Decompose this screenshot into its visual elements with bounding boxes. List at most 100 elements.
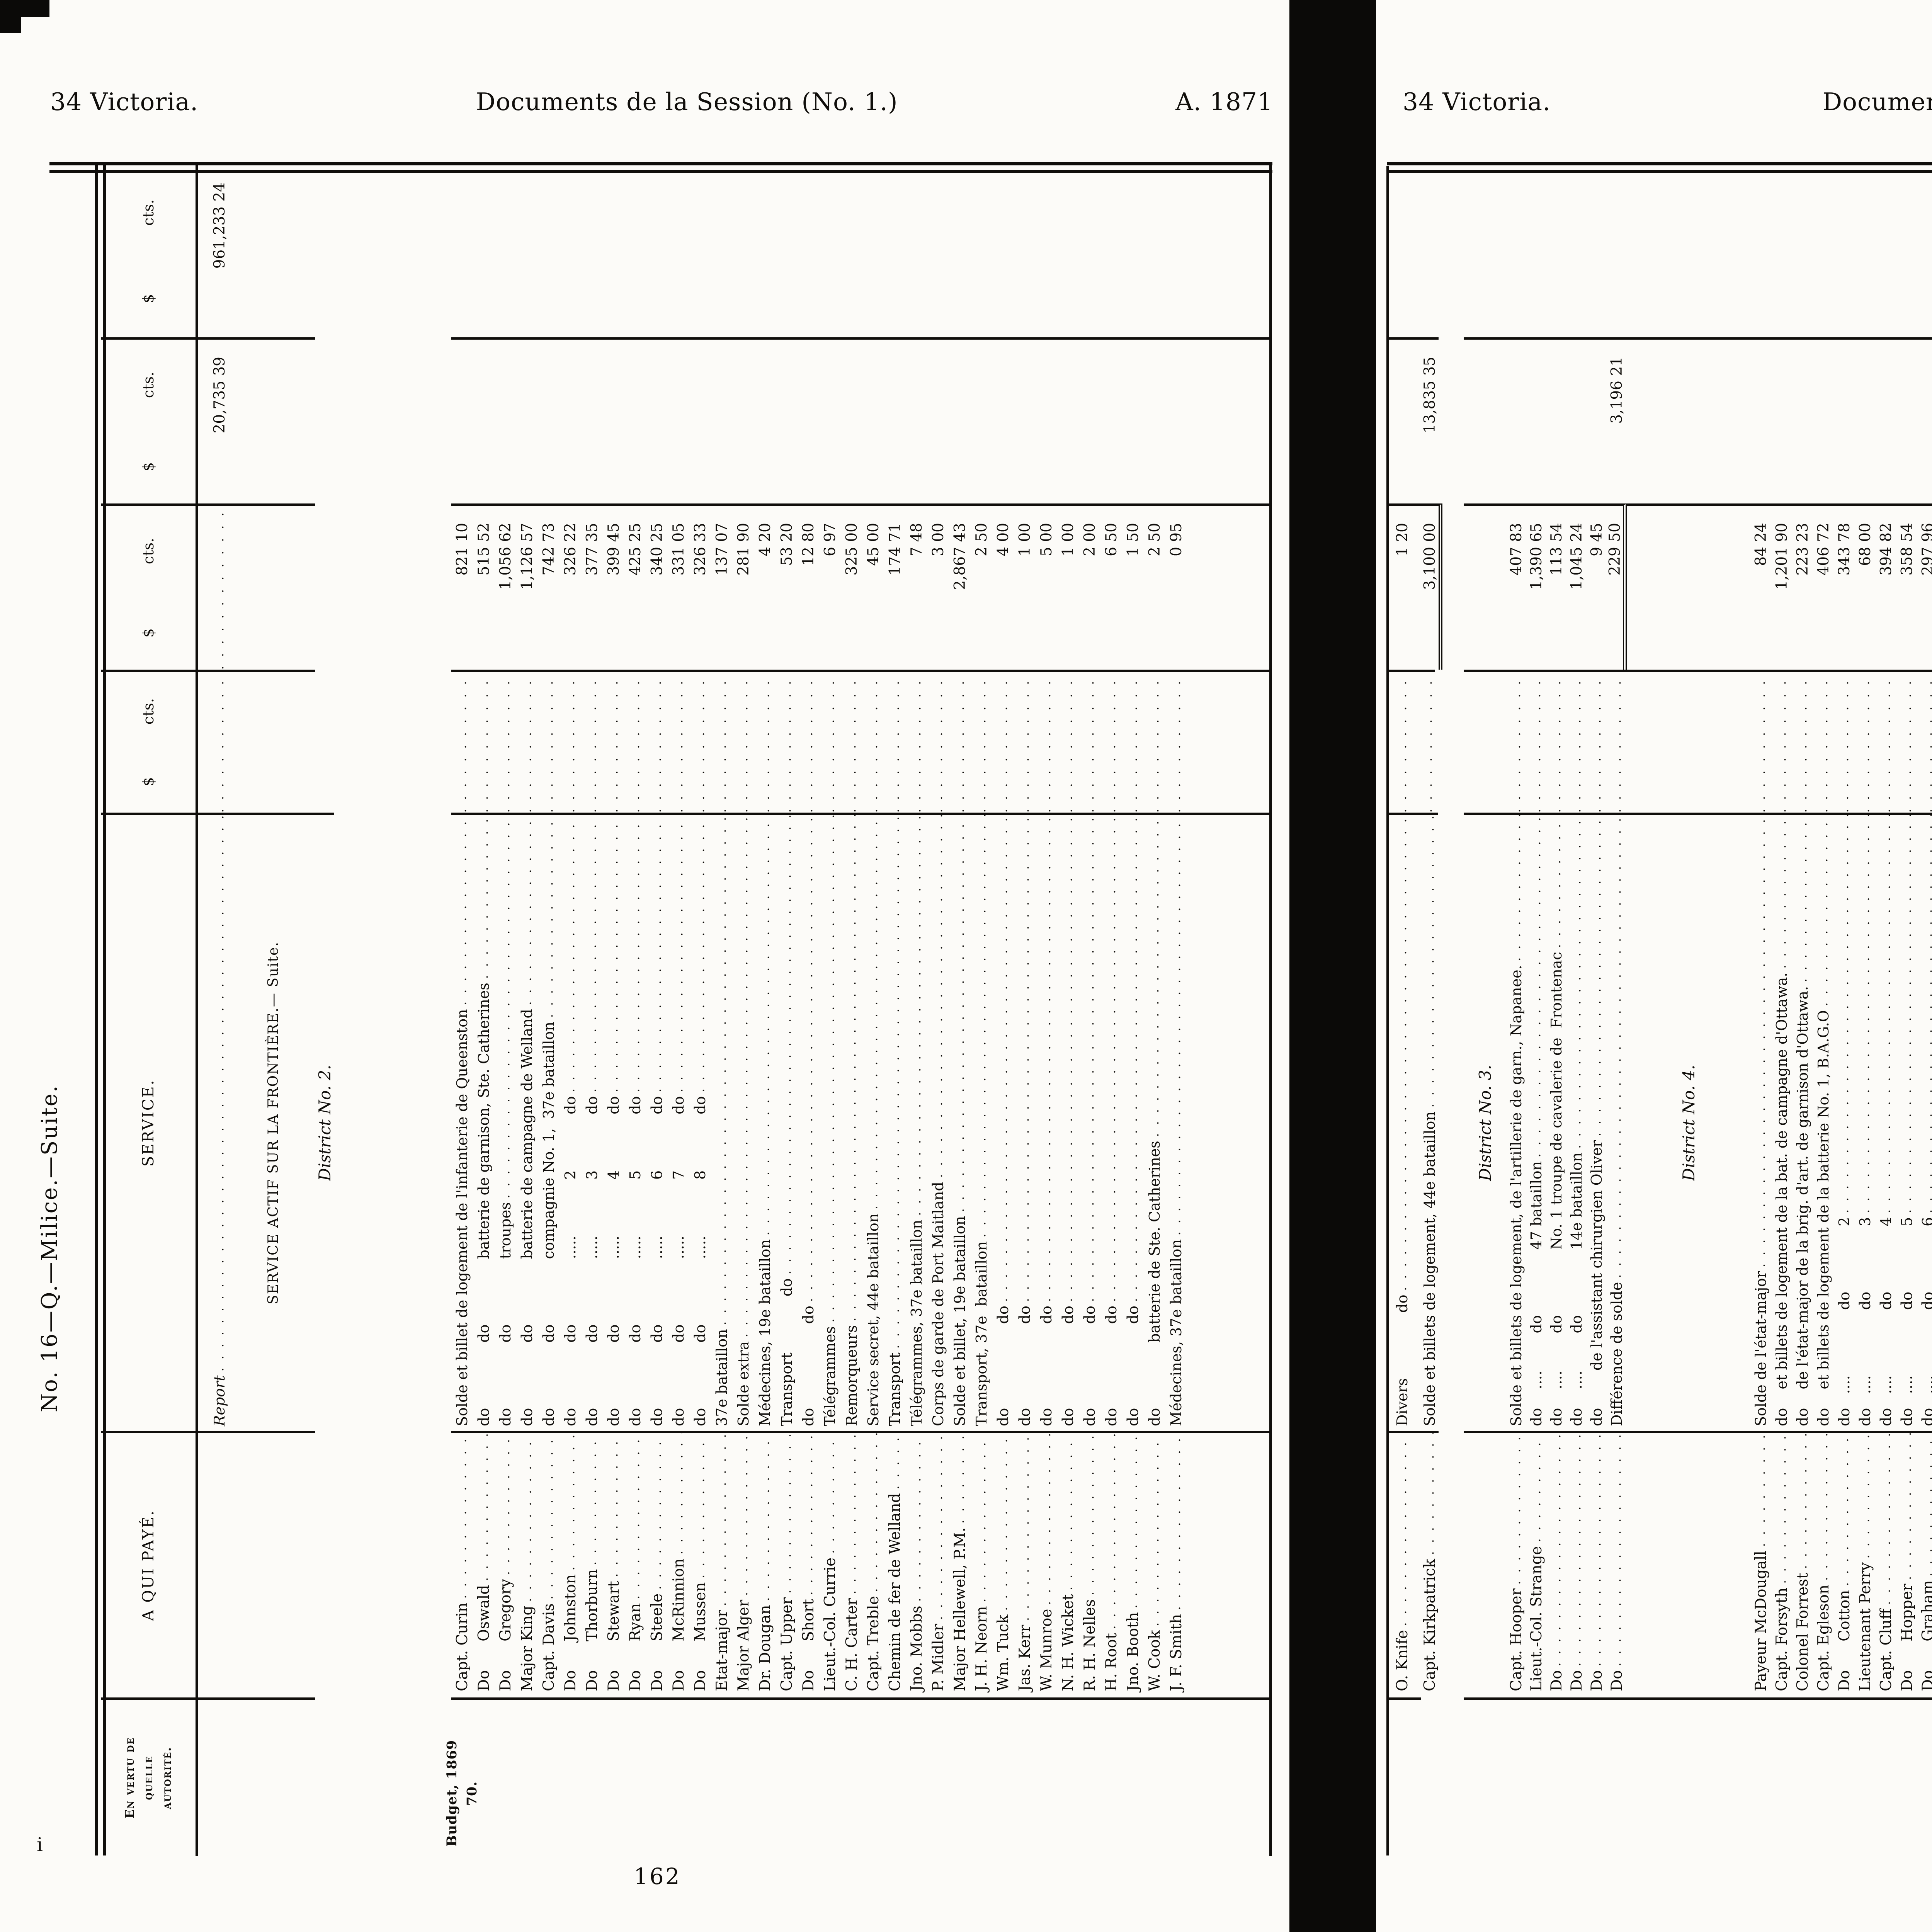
money-col1-cell	[1771, 670, 1792, 813]
money-col2-cell: 407 83	[1506, 503, 1526, 670]
district-heading: District No. 3.	[1475, 1065, 1495, 1181]
service-leader: Solde et billets de logement, de l'artil…	[1508, 815, 1525, 1431]
authority-cell	[1506, 1697, 1526, 1856]
service-leader: do .... do 6	[1919, 815, 1932, 1431]
money-col4-cell	[1855, 165, 1876, 337]
service-cell: Solde et billets de logement, de l'artil…	[1506, 813, 1526, 1431]
table-row: Capt. Cluff do .... do 4 394 82	[1876, 165, 1896, 1856]
money-col1-cell	[1546, 670, 1566, 813]
dotted-leader	[1879, 672, 1893, 813]
payee-name: Do Graham	[1919, 1580, 1932, 1691]
dotted-leader	[1421, 672, 1435, 813]
table-row: Do Hopper do .... do 5 358 54	[1896, 165, 1917, 1856]
table-row: Do do de l'assistant chirurgien Oliver 9 4…	[1587, 165, 1607, 1856]
amount-subtotal: 3,196 21	[1608, 357, 1626, 424]
table-row: Do do .... do No. 1 troupe de cavalerie d…	[1546, 165, 1566, 1856]
money-col4-cell	[1834, 165, 1855, 337]
table-row: O. Knife Divers do 1 20	[1389, 165, 1416, 1856]
payee-leader: Do Hopper	[1898, 1433, 1916, 1697]
money-col1-cell	[1834, 670, 1855, 813]
service-desc: do .... do 6	[1919, 1217, 1932, 1426]
money-col3-cell: 13,835 35	[1416, 337, 1439, 503]
table-row: Capt. Egleson do et billets de logement d…	[1813, 165, 1834, 1856]
service-desc: Divers do	[1394, 1294, 1411, 1426]
payee-cell: Do	[1566, 1431, 1587, 1697]
payee-leader: Do Graham	[1919, 1433, 1932, 1697]
service-cell: do .... do No. 1 troupe de cavalerie de …	[1546, 813, 1566, 1431]
service-desc: Solde et billets de logement, de l'artil…	[1508, 965, 1525, 1426]
table-row: Lieut.-Col. Strange do .... do 47 bataill…	[1526, 165, 1546, 1856]
money-col1-cell	[1855, 670, 1876, 813]
service-cell: do .... do 5	[1896, 813, 1917, 1431]
payee-leader: Colonel Forrest	[1794, 1433, 1811, 1697]
table-row: Capt. Kirkpatrick Solde et billets de log…	[1416, 165, 1464, 1856]
payee-cell: Do Cotton	[1834, 1431, 1855, 1697]
amount: 407 83	[1507, 523, 1525, 576]
service-desc: do de l'état-major de la brig. d'art. de…	[1794, 986, 1811, 1426]
table-row: Do do .... do 14e bataillon 1,045 24	[1566, 165, 1587, 1856]
payee-cell: Do	[1546, 1431, 1566, 1697]
payee-leader: Lieut.-Col. Strange	[1528, 1433, 1545, 1697]
amount: 358 54	[1898, 523, 1916, 576]
payee-name: Capt. Egleson	[1815, 1584, 1832, 1691]
dotted-leader	[1817, 672, 1830, 813]
dotted-leader	[1775, 672, 1789, 813]
table-row: Do Différence de solde 229 50 3,196 21	[1607, 165, 1627, 1856]
amount: 9 45	[1588, 523, 1605, 556]
service-cell: do et billets de logement de la bat. de …	[1771, 813, 1792, 1431]
header-title: Documents de la Session (No. 1.)	[1822, 87, 1932, 116]
service-desc: do .... do 5	[1898, 1217, 1915, 1426]
money-col2-cell: 68 00	[1855, 503, 1876, 670]
payee-leader: Do	[1608, 1433, 1626, 1697]
payee-name: Do	[1588, 1670, 1605, 1691]
money-col3-cell	[1855, 337, 1876, 503]
service-cell: do .... do 4	[1876, 813, 1896, 1431]
header-double-rule	[1387, 162, 1932, 173]
amount: 223 23	[1794, 523, 1811, 576]
service-leader: do .... do 3	[1857, 815, 1874, 1431]
table-row: Capt. Hooper Solde et billets de logement…	[1506, 165, 1526, 1856]
table-row: Do Cotton do .... do 2 343 78	[1834, 165, 1855, 1856]
service-cell: do .... do 3	[1855, 813, 1876, 1431]
amount: 113 54	[1548, 523, 1565, 576]
header-year: A. 1871	[1175, 87, 1273, 116]
money-col1-cell	[1813, 670, 1834, 813]
payee-leader: Capt. Egleson	[1815, 1433, 1832, 1697]
table-row: District No. 4.	[1627, 165, 1750, 1856]
service-cell: do .... do 14e bataillon	[1566, 813, 1587, 1431]
payee-leader: Capt. Cluff	[1878, 1433, 1895, 1697]
money-col2-cell: 9 45	[1587, 503, 1607, 670]
authority-cell	[1771, 1697, 1792, 1856]
table-row: Capt. Forsyth do et billets de logement d…	[1771, 165, 1792, 1856]
authority-cell	[1834, 1697, 1855, 1856]
payee-name: Lieut.-Col. Strange	[1527, 1546, 1545, 1691]
money-col2-cell: 1,045 24	[1566, 503, 1587, 670]
service-cell: Solde et billets de logement, 44e batail…	[1416, 813, 1438, 1431]
service-leader: do .... do 47 bataillon	[1528, 815, 1545, 1431]
money-col3-cell	[1750, 337, 1771, 503]
service-cell: District No. 3.	[1464, 813, 1506, 1431]
service-desc: do .... do 47 bataillon	[1528, 1161, 1545, 1426]
money-col1-cell	[1526, 670, 1546, 813]
page-header: 34 Victoria. Documents de la Session (No…	[1403, 80, 1932, 123]
service-desc: do .... do 14e bataillon	[1568, 1152, 1585, 1426]
service-desc: do de l'assistant chirurgien Oliver	[1588, 1140, 1605, 1426]
amount: 343 78	[1835, 523, 1853, 576]
header-victoria: 34 Victoria.	[50, 87, 199, 116]
amount: 229 50	[1607, 523, 1624, 576]
authority-cell	[1792, 1697, 1813, 1856]
money-col2-cell: 297 96	[1917, 503, 1932, 670]
money-col3-cell	[1876, 337, 1896, 503]
money-col2-cell: 1,390 65	[1526, 503, 1546, 670]
money-col4-cell	[1627, 165, 1750, 337]
payee-cell: Colonel Forrest	[1792, 1431, 1813, 1697]
pay-table-district3-4: O. Knife Divers do 1 20 Capt. Kirkpatrick So…	[1389, 165, 1932, 1856]
header-double-rule	[49, 162, 1272, 173]
payee-cell: Do	[1607, 1431, 1627, 1697]
payee-leader: Do	[1548, 1433, 1565, 1697]
dotted-leader	[1530, 672, 1543, 813]
amount: 1,390 65	[1527, 523, 1545, 590]
authority-cell	[1876, 1697, 1896, 1856]
